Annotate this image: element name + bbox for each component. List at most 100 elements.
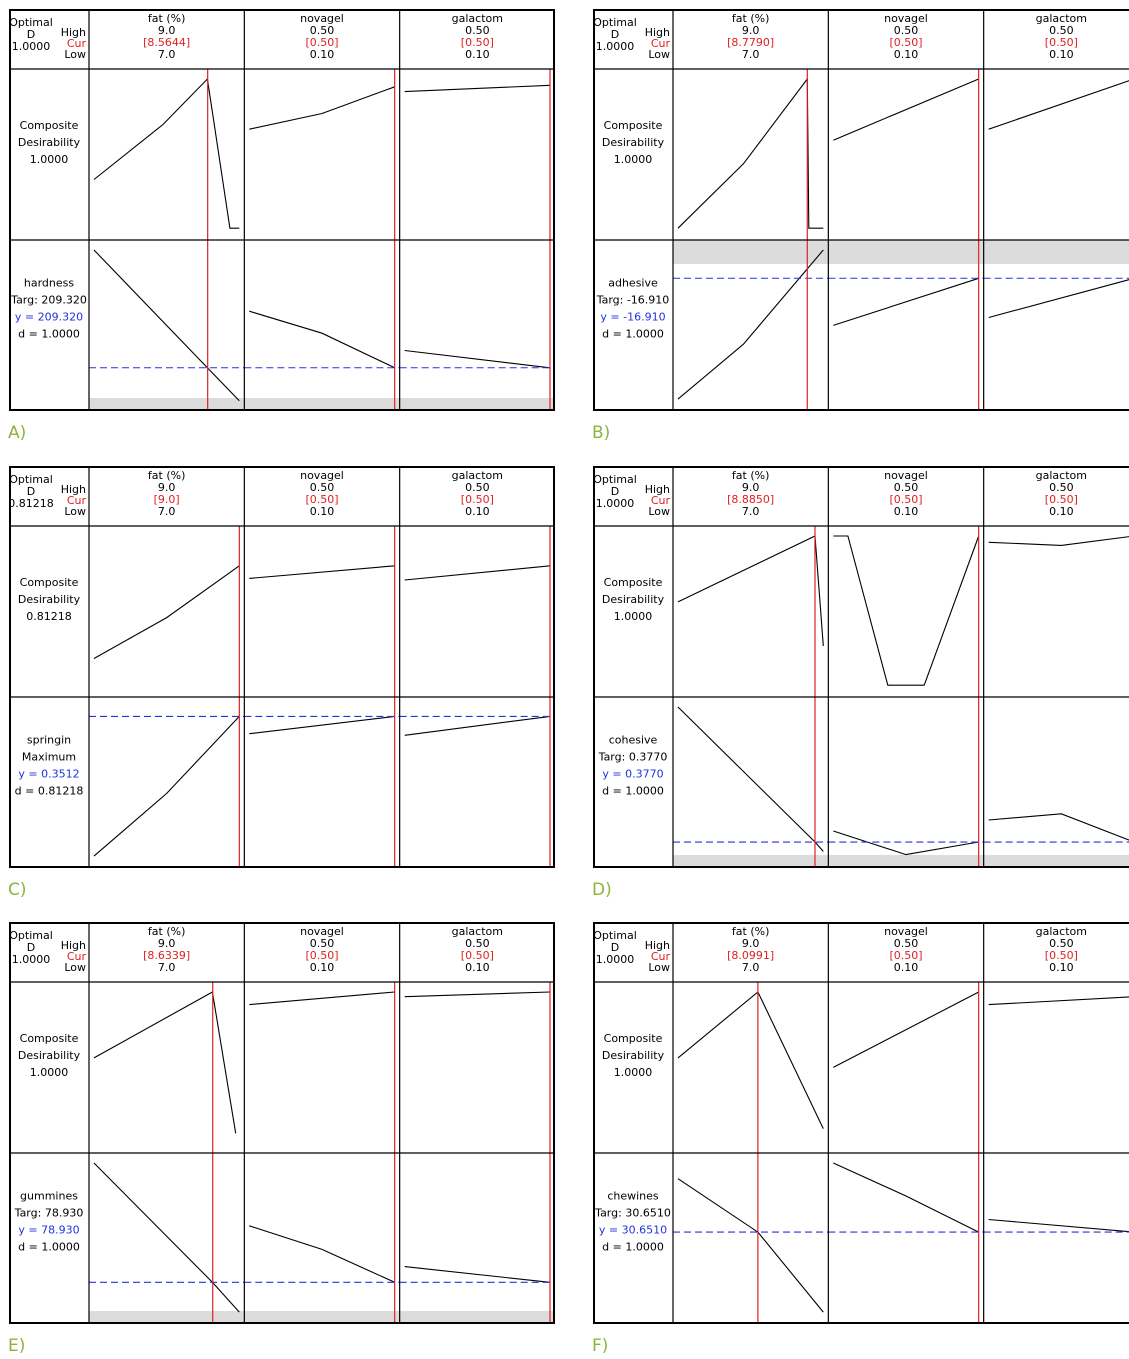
row-label: Composite — [20, 576, 79, 589]
row-label: Desirability — [602, 593, 665, 606]
factor-name: galactom — [452, 925, 503, 938]
panel-letter: A) — [8, 423, 27, 443]
optimal-label: Optimal — [9, 473, 53, 486]
row-label: Maximum — [22, 750, 76, 763]
factor-name: galactom — [1036, 925, 1087, 938]
factor-low: 0.10 — [310, 961, 335, 974]
response-curve — [988, 536, 1129, 546]
factor-cur: [0.50] — [461, 949, 494, 962]
cur-label: Cur — [651, 950, 671, 963]
response-curve — [93, 77, 240, 229]
response-curve — [833, 535, 980, 686]
factor-low: 0.10 — [894, 48, 919, 61]
panel-border — [9, 9, 555, 411]
row-label: 1.0000 — [614, 1066, 653, 1079]
response-curve — [677, 249, 824, 400]
response-curve — [404, 1266, 551, 1283]
factor-cur: [8.6339] — [143, 949, 190, 962]
factor-cur: [8.7790] — [727, 36, 774, 49]
factor-cur: [8.0991] — [727, 949, 774, 962]
infeasible-shade — [673, 240, 829, 264]
response-curve — [404, 349, 551, 369]
high-label: High — [61, 26, 86, 39]
factor-name: galactom — [452, 469, 503, 482]
factor-name: novagel — [300, 12, 344, 25]
factor-name: galactom — [452, 12, 503, 25]
factor-high: 9.0 — [158, 481, 176, 494]
row-label: Composite — [20, 1032, 79, 1045]
d-label: D — [611, 485, 619, 498]
cur-label: Cur — [651, 494, 671, 507]
row-label: gummines — [20, 1189, 78, 1202]
factor-cur: [0.50] — [889, 949, 922, 962]
factor-high: 9.0 — [742, 24, 760, 37]
row-label: Composite — [604, 119, 663, 132]
d-label: D — [27, 941, 35, 954]
low-label: Low — [648, 505, 670, 518]
row-label: Composite — [20, 119, 79, 132]
factor-low: 0.10 — [1049, 48, 1074, 61]
factor-high: 0.50 — [465, 24, 490, 37]
infeasible-shade — [244, 398, 400, 411]
factor-low: 0.10 — [465, 48, 490, 61]
response-curve — [677, 706, 824, 852]
response-curve — [93, 716, 240, 857]
factor-high: 0.50 — [1049, 937, 1074, 950]
response-curve — [249, 715, 395, 735]
row-label: 1.0000 — [614, 153, 653, 166]
infeasible-shade — [828, 855, 984, 868]
response-curve — [677, 535, 824, 646]
factor-name: fat (%) — [732, 925, 769, 938]
panel-letter: D) — [592, 880, 612, 900]
panel-letter: B) — [592, 423, 611, 443]
low-label: Low — [64, 48, 86, 61]
row-label: d = 1.0000 — [602, 784, 664, 797]
row-label: Desirability — [18, 136, 81, 149]
panel-border — [593, 466, 1129, 868]
response-curve — [249, 1225, 395, 1283]
factor-low: 7.0 — [158, 961, 176, 974]
factor-high: 9.0 — [742, 481, 760, 494]
row-label: Targ: 209.320 — [10, 293, 87, 306]
row-label: Targ: 78.930 — [14, 1206, 84, 1219]
factor-low: 0.10 — [310, 48, 335, 61]
factor-low: 0.10 — [310, 505, 335, 518]
row-label: y = 0.3512 — [18, 767, 79, 780]
cur-label: Cur — [67, 494, 87, 507]
factor-high: 0.50 — [310, 937, 335, 950]
d-label: D — [611, 941, 619, 954]
response-curve — [833, 830, 979, 856]
factor-high: 0.50 — [310, 24, 335, 37]
optimal-d-value: 1.0000 — [596, 953, 635, 966]
factor-low: 7.0 — [742, 48, 760, 61]
factor-cur: [0.50] — [1045, 36, 1078, 49]
factor-low: 7.0 — [158, 505, 176, 518]
low-label: Low — [64, 961, 86, 974]
row-label: Desirability — [602, 136, 665, 149]
factor-low: 0.10 — [894, 961, 919, 974]
factor-low: 7.0 — [158, 48, 176, 61]
row-label: Targ: -16.910 — [596, 293, 670, 306]
factor-name: novagel — [884, 925, 928, 938]
response-curve — [988, 1218, 1129, 1233]
response-curve — [833, 991, 979, 1068]
infeasible-shade — [89, 1311, 245, 1324]
response-curve — [988, 813, 1129, 841]
response-curve — [249, 310, 395, 369]
panel-letter: E) — [8, 1336, 26, 1356]
response-curve — [833, 1162, 979, 1233]
factor-high: 0.50 — [465, 937, 490, 950]
factor-name: fat (%) — [148, 469, 185, 482]
response-curve — [833, 277, 979, 326]
response-curve — [988, 80, 1129, 130]
factor-name: novagel — [300, 469, 344, 482]
response-curve — [404, 991, 551, 998]
row-label: 1.0000 — [30, 153, 69, 166]
cur-label: Cur — [67, 37, 87, 50]
factor-name: fat (%) — [732, 12, 769, 25]
factor-cur: [8.5644] — [143, 36, 190, 49]
factor-cur: [0.50] — [1045, 493, 1078, 506]
